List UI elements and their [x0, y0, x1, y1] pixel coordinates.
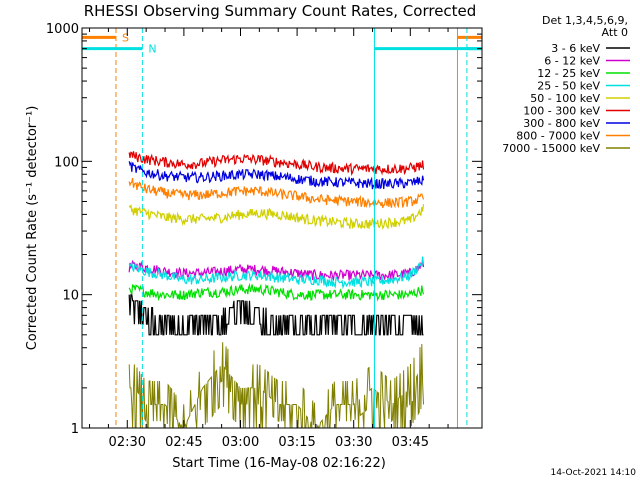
legend-entry-label: 12 - 25 keV	[537, 67, 600, 80]
legend-entry-label: 6 - 12 keV	[544, 55, 600, 68]
series-line-5	[128, 151, 425, 177]
x-tick-label: 03:15	[278, 435, 315, 450]
legend-entry-label: 7000 - 15000 keV	[502, 142, 600, 155]
series-line-6	[128, 161, 425, 190]
y-tick-label: 100	[54, 155, 79, 170]
series-layer	[128, 151, 425, 428]
y-axis: 1 10 100 1000	[46, 22, 482, 437]
annotation-label-0: S	[122, 31, 129, 44]
legend-entry-label: 50 - 100 keV	[530, 92, 600, 105]
chart-title: RHESSI Observing Summary Count Rates, Co…	[84, 2, 477, 20]
plot-frame	[81, 27, 483, 429]
y-axis-label: Corrected Count Rate (s⁻¹ detector⁻¹)	[25, 106, 40, 351]
series-line-0	[128, 294, 424, 336]
legend-entry-label: 300 - 800 keV	[523, 117, 600, 130]
legend-entry-label: 100 - 300 keV	[523, 105, 600, 118]
generation-timestamp: 14-Oct-2021 14:10	[551, 468, 637, 478]
legend-header-1: Att 0	[602, 26, 628, 39]
legend-entry-label: 25 - 50 keV	[537, 80, 600, 93]
y-tick-label: 1	[71, 422, 79, 437]
attenuator-annotations: SN	[82, 28, 482, 428]
legend-entry-label: 800 - 7000 keV	[516, 130, 600, 143]
x-axis: 02:30 02:45 03:00 03:15 03:30 03:45	[89, 28, 449, 450]
x-tick-label: 03:30	[335, 435, 372, 450]
x-axis-label: Start Time (16-May-08 02:16:22)	[172, 456, 386, 471]
x-tick-label: 03:45	[392, 435, 429, 450]
legend-entry-label: 3 - 6 keV	[551, 42, 600, 55]
annotation-label-1: N	[148, 43, 156, 56]
series-line-4	[128, 203, 425, 230]
x-tick-label: 03:00	[222, 435, 259, 450]
series-line-2	[128, 282, 425, 302]
legend-header-0: Det 1,3,4,5,6,9,	[542, 14, 628, 27]
x-tick-label: 02:30	[109, 435, 146, 450]
series-line-8	[128, 342, 424, 428]
y-tick-label: 1000	[46, 22, 79, 37]
x-tick-label: 02:45	[165, 435, 202, 450]
y-tick-label: 10	[62, 289, 79, 304]
